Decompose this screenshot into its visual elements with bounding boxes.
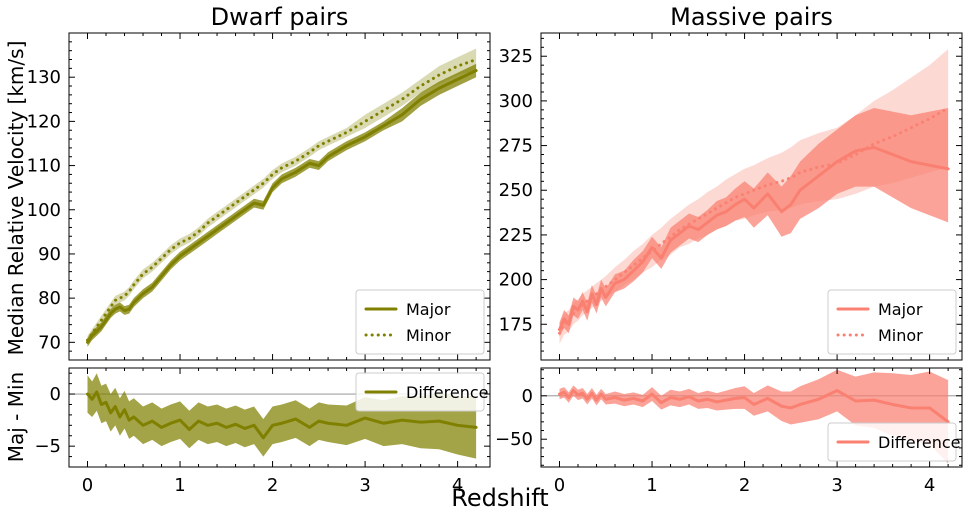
legend: Difference [355,372,488,412]
y-tick-label: 120 [27,111,61,132]
y-tick-label: 200 [499,270,533,291]
legend-label: Major [878,300,923,319]
legend: Difference [827,422,960,462]
ylabel-top: Median Relative Velocity [km/s] [4,41,28,356]
legend-label: Difference [878,433,960,452]
ylabel-bottom: Maj - Min [4,372,28,463]
y-tick-label: 325 [499,46,533,67]
band-minor [87,48,477,345]
legend-label: Minor [878,326,923,345]
panel-data-dwarf_top [86,48,478,347]
y-tick-label: 0 [50,384,61,405]
panel-massive_bottom: 0 1 2 3 4 −50 0 Difference [495,367,963,496]
legend-label: Major [406,300,451,319]
legend: Major Minor [827,289,957,355]
y-tick-label: 110 [27,156,61,177]
y-tick-label: 175 [499,314,533,335]
panel-dwarf_bottom: 0 1 2 3 4 −5 0 Difference [34,367,491,496]
x-tick-label: 2 [739,475,750,496]
y-tick-label: 90 [38,244,61,265]
band-major [559,108,949,337]
x-tick-label: 4 [924,475,935,496]
series-line-minor [558,106,950,335]
series-line-major [558,145,950,332]
panel-frame [68,32,491,361]
x-tick-label: 1 [646,475,657,496]
panel-data-massive_top [558,49,950,344]
x-tick-label: 0 [554,475,565,496]
legend-frame [355,289,485,355]
y-tick-label: 225 [499,225,533,246]
panel-data-massive_bottom [541,369,962,464]
band-difference [87,373,477,459]
series-line-minor [86,58,478,342]
panel-title: Massive pairs [670,3,833,31]
x-tick-label: 3 [359,475,370,496]
band-difference [559,369,949,464]
x-tick-label: 1 [174,475,185,496]
y-tick-label: 300 [499,91,533,112]
series-line-difference [558,389,950,424]
legend-label: Difference [406,383,488,402]
x-tick-label: 0 [82,475,93,496]
y-tick-label: 80 [38,288,61,309]
shared-xlabel: Redshift [451,484,548,512]
panel-dwarf_top: 70 80 90 100 110 120 130 Dwarf pairs Major Minor [27,3,491,361]
y-tick-label: −50 [495,429,533,450]
y-tick-label: 130 [27,67,61,88]
x-tick-label: 3 [831,475,842,496]
band-major [87,63,477,347]
legend: Major Minor [355,289,485,355]
band-minor [559,49,949,344]
x-tick-label: 2 [267,475,278,496]
y-tick-label: 100 [27,200,61,221]
y-tick-label: 250 [499,180,533,201]
y-tick-label: 70 [38,332,61,353]
panel-frame [540,32,963,361]
x-tick-label: 4 [452,475,463,496]
legend-frame [827,289,957,355]
series-line-difference [86,390,478,440]
y-tick-label: −5 [34,436,61,457]
legend-frame [355,372,485,412]
legend-label: Minor [406,326,451,345]
panel-frame [540,367,963,468]
y-tick-label: 275 [499,136,533,157]
panel-frame [68,367,491,468]
panel-title: Dwarf pairs [211,3,349,31]
y-tick-label: 0 [522,386,533,407]
series-line-major [86,69,478,344]
legend-frame [827,422,957,462]
